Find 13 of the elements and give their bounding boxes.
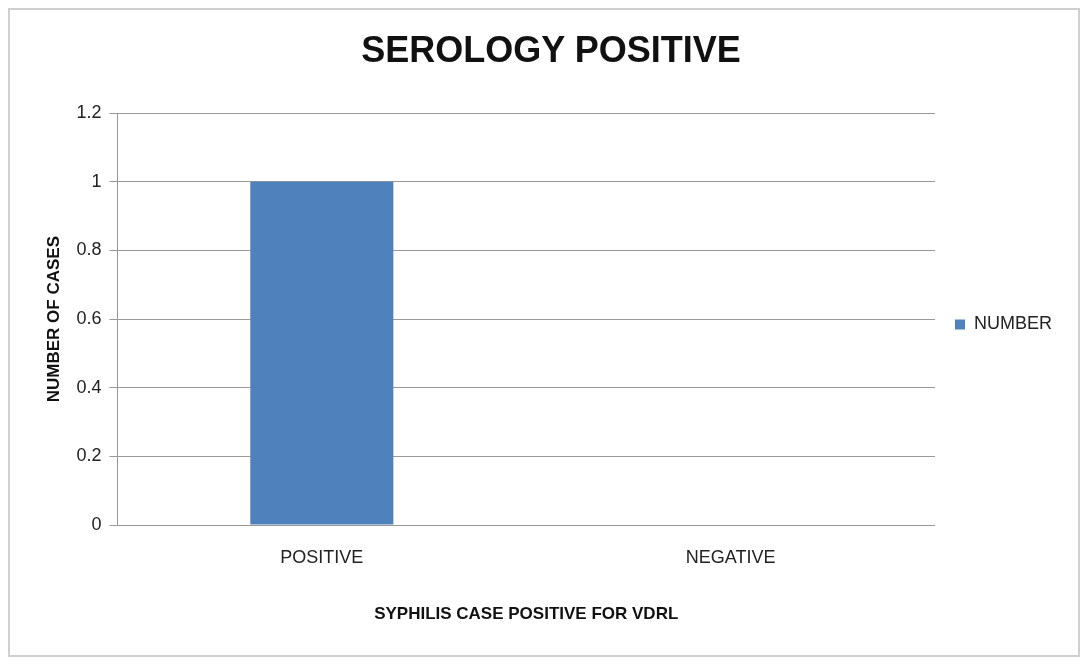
y-tick-label: 1.2	[76, 102, 102, 123]
y-tick-label: 0	[91, 513, 102, 534]
legend-label: NUMBER	[974, 313, 1053, 334]
x-tick-label: NEGATIVE	[685, 546, 776, 567]
y-tick-label: 0.2	[76, 445, 102, 466]
x-axis-title: SYPHILIS CASE POSITIVE FOR VDRL	[374, 604, 679, 624]
chart-title: SEROLOGY POSITIVE	[361, 28, 741, 70]
y-tick-label: 1	[91, 170, 102, 191]
y-tick-label: 0.6	[76, 308, 102, 329]
x-tick-label: POSITIVE	[280, 546, 364, 567]
y-tick-label: 0.8	[76, 239, 102, 260]
y-tick-label: 0.4	[76, 376, 102, 397]
y-axis-title: NUMBER OF CASES	[43, 235, 63, 403]
